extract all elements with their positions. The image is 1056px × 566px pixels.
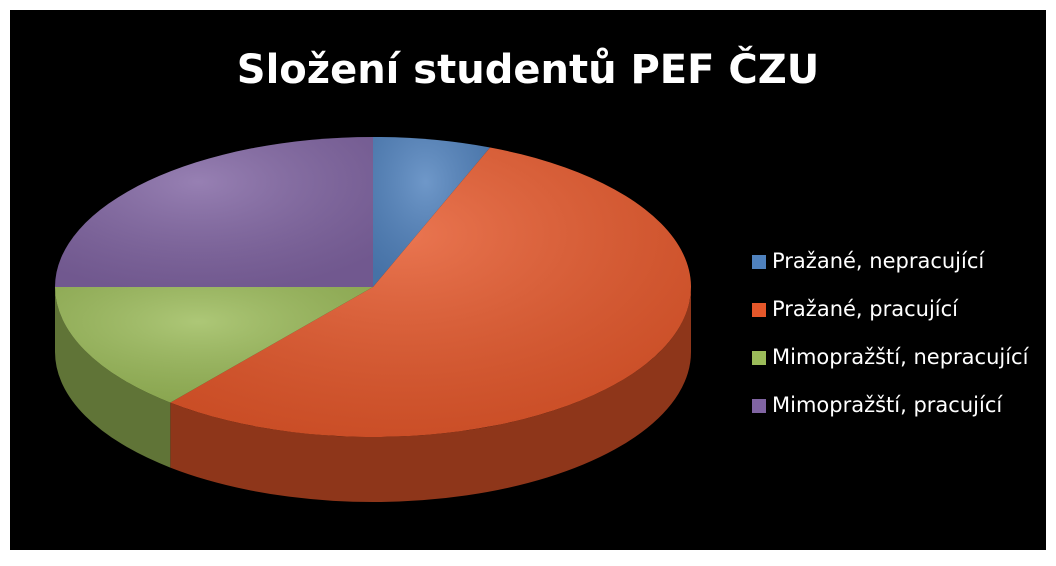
legend-label: Mimopražští, pracující — [772, 393, 1003, 417]
pie-shine — [55, 137, 373, 287]
pie-shine — [170, 147, 691, 438]
legend-swatch — [752, 303, 766, 317]
pie-shine — [55, 287, 373, 403]
chart-title: Složení studentů PEF ČZU — [237, 45, 819, 93]
legend-swatch — [752, 255, 766, 269]
legend-swatch — [752, 399, 766, 413]
pie-side — [170, 287, 691, 503]
legend-swatch — [752, 351, 766, 365]
legend-label: Pražané, nepracující — [772, 249, 985, 273]
pie-side — [55, 287, 171, 468]
legend-label: Mimopražští, nepracující — [772, 345, 1030, 369]
pie-shine — [373, 137, 491, 287]
legend-label: Pražané, pracující — [772, 297, 959, 321]
